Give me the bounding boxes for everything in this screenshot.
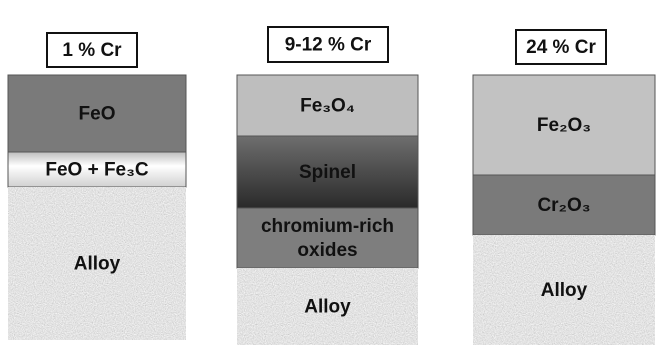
panel-label: 9-12 % Cr: [285, 35, 372, 56]
layer-label: chromium-rich: [261, 216, 394, 237]
panel-label: 1 % Cr: [62, 40, 122, 61]
panel-label: 24 % Cr: [526, 37, 596, 58]
layer: [472, 174, 656, 236]
layer-label: Alloy: [541, 280, 588, 301]
layer-label: Fe₂O₃: [537, 115, 591, 136]
layer-label: FeO + Fe₃C: [45, 160, 149, 181]
layer: [236, 267, 419, 346]
label-box: [267, 26, 389, 63]
layer: [236, 207, 419, 269]
layer-label: Alloy: [304, 297, 351, 318]
layer-label: Fe₃O₄: [300, 96, 355, 117]
layer: [236, 74, 419, 137]
layer: [7, 151, 187, 188]
layer-label: Spinel: [299, 162, 356, 183]
layer: [472, 234, 656, 346]
layer: [7, 186, 187, 341]
layer: [472, 74, 656, 176]
layer: [7, 74, 187, 153]
layer-label: oxides: [297, 240, 357, 261]
layer-label: Cr₂O₃: [537, 195, 590, 216]
label-box: [46, 32, 138, 68]
layer-label: FeO: [79, 104, 116, 125]
layer-label: Alloy: [74, 254, 121, 275]
label-box: [515, 29, 607, 65]
